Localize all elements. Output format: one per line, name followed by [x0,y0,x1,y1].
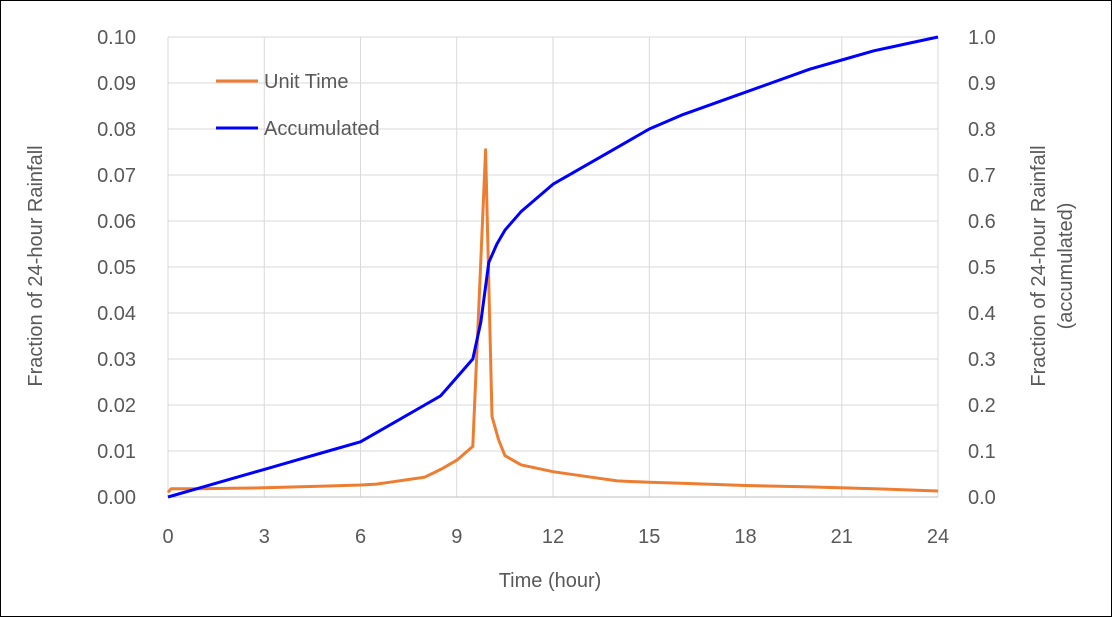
series-line-unit-time [166,148,939,494]
left-tick-label: 0.04 [97,303,136,325]
left-tick-label: 0.07 [97,165,136,187]
x-axis-title: Time (hour) [499,570,602,592]
left-tick-label: 0.05 [97,257,136,279]
left-tick-label: 0.09 [97,73,136,95]
left-axis-ticks: 0.00 0.01 0.02 0.03 0.04 0.05 0.06 0.07 0.08 0.09… [97,27,136,509]
x-tick-label: 18 [734,526,756,548]
x-tick-label: 21 [831,526,853,548]
right-tick-label: 0.5 [968,257,996,279]
right-tick-label: 0.6 [968,211,996,233]
left-tick-label: 0.00 [97,487,136,509]
right-axis-title-line2: (accumulated) [1055,203,1077,330]
x-tick-label: 24 [927,526,949,548]
series-lines [166,35,939,499]
legend-label-unit-time: Unit Time [264,71,348,93]
x-tick-label: 15 [638,526,660,548]
x-tick-label: 6 [355,526,366,548]
left-tick-label: 0.02 [97,395,136,417]
left-tick-label: 0.01 [97,441,136,463]
x-tick-label: 0 [162,526,173,548]
right-tick-label: 0.3 [968,349,996,371]
right-tick-label: 1.0 [968,27,996,49]
right-tick-label: 0.1 [968,441,996,463]
x-tick-label: 3 [259,526,270,548]
legend: Unit Time Accumulated [216,71,380,140]
legend-label-accumulated: Accumulated [264,118,380,140]
grid-lines [167,36,939,498]
left-tick-label: 0.06 [97,211,136,233]
left-tick-label: 0.03 [97,349,136,371]
x-tick-label: 9 [451,526,462,548]
x-axis-ticks: 0 3 6 9 12 15 18 21 24 [162,526,949,548]
right-tick-label: 0.7 [968,165,996,187]
right-tick-label: 0.9 [968,73,996,95]
left-axis-title: Fraction of 24-hour Rainfall [25,145,47,386]
right-tick-label: 0.4 [968,303,996,325]
right-axis-ticks: 0.0 0.1 0.2 0.3 0.4 0.5 0.6 0.7 0.8 0.9 1.0 [968,27,996,509]
left-tick-label: 0.08 [97,119,136,141]
right-tick-label: 0.8 [968,119,996,141]
right-tick-label: 0.0 [968,487,996,509]
right-axis-title-line1: Fraction of 24-hour Rainfall [1028,145,1050,386]
x-tick-label: 12 [542,526,564,548]
right-tick-label: 0.2 [968,395,996,417]
left-tick-label: 0.10 [97,27,136,49]
series-line-accumulated [167,35,939,499]
